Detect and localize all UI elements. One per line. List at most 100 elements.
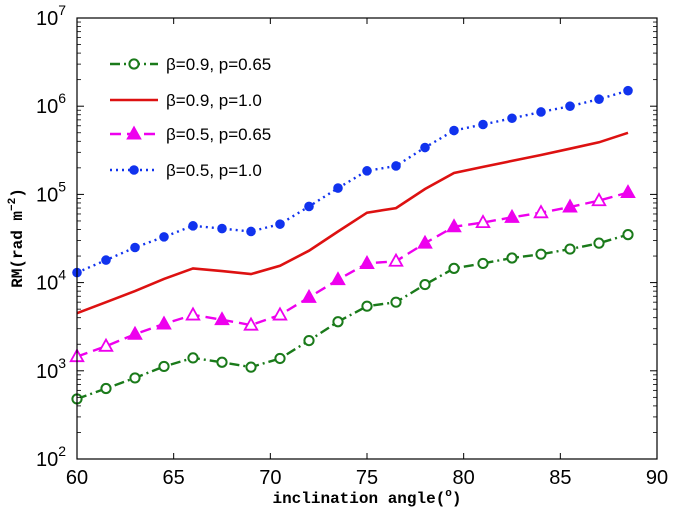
series-3-point xyxy=(504,208,520,223)
y-axis-close: ) xyxy=(9,188,27,198)
series-1-point xyxy=(245,361,257,373)
series-4-point xyxy=(420,142,430,153)
series-3-point xyxy=(417,234,433,249)
y-axis-exponent: −2 xyxy=(7,198,19,211)
series-4-point xyxy=(101,255,111,265)
series-4-point xyxy=(478,119,488,130)
y-tick-exponent: 6 xyxy=(58,90,66,106)
series-3-point xyxy=(272,306,288,321)
x-tick-label: 70 xyxy=(259,467,281,489)
legend: β=0.9, p=0.65 β=0.9, p=1.0 β=0.5, p=0.65 β=… xyxy=(110,55,271,180)
legend-marker-4 xyxy=(129,165,139,175)
series-3-point xyxy=(475,214,491,229)
y-tick-exponent: 5 xyxy=(58,178,66,194)
series-4-line xyxy=(76,89,629,274)
series-1-point xyxy=(332,316,344,328)
legend-label-4: β=0.5, p=1.0 xyxy=(166,161,262,180)
x-axis-title: inclination angle(o) xyxy=(272,488,461,508)
y-axis-title-text: RM(rad m xyxy=(9,211,27,288)
series-3-point xyxy=(562,198,578,213)
y-tick-base: 10 xyxy=(36,361,58,383)
legend-label-3: β=0.5, p=0.65 xyxy=(166,125,271,144)
series-1-point xyxy=(564,243,576,255)
ticks xyxy=(76,17,658,460)
series-1-point xyxy=(419,278,431,291)
y-tick-label: 107 xyxy=(36,2,66,30)
series-3-point xyxy=(446,218,462,233)
series-4-point xyxy=(594,94,604,105)
y-axis-title: RM(rad m−2) xyxy=(7,188,27,288)
y-tick-base: 10 xyxy=(36,449,58,471)
series-4-point xyxy=(565,101,575,111)
series-4-point xyxy=(130,242,140,253)
series-3-point xyxy=(620,184,636,199)
legend-label-2: β=0.9, p=1.0 xyxy=(166,91,262,110)
series-4-point xyxy=(536,107,546,117)
series-1-point xyxy=(477,257,489,270)
legend-label-1: β=0.9, p=0.65 xyxy=(166,55,271,74)
series-4-point xyxy=(507,113,517,124)
y-tick-label: 103 xyxy=(36,355,66,383)
x-tick-label: 85 xyxy=(549,467,571,489)
legend-marker-1 xyxy=(128,58,140,70)
series-1-point xyxy=(187,352,199,364)
legend-marker-3 xyxy=(126,125,142,140)
y-tick-label: 105 xyxy=(36,178,66,206)
series-1-point xyxy=(390,296,402,308)
series-4-point xyxy=(391,161,401,171)
series-1-line xyxy=(76,233,629,401)
x-tick-label: 65 xyxy=(163,467,185,489)
x-axis-title-text: inclination angle( xyxy=(272,490,445,508)
series-4-point xyxy=(333,183,343,193)
series-3-point xyxy=(185,306,201,321)
series-4-point xyxy=(275,219,285,229)
series-4-point xyxy=(246,226,256,237)
series-3-point xyxy=(127,325,143,340)
series-3-point xyxy=(214,311,230,326)
x-tick-label: 90 xyxy=(646,467,668,489)
series-1-point xyxy=(216,356,228,368)
x-tick-label: 80 xyxy=(453,467,475,489)
y-tick-exponent: 4 xyxy=(58,267,66,283)
series-3-point xyxy=(359,254,375,269)
y-tick-exponent: 3 xyxy=(58,355,66,371)
series-2-line xyxy=(76,131,629,315)
plot-markers xyxy=(69,85,636,405)
x-axis-degree: o xyxy=(445,488,452,500)
series-4-point xyxy=(449,125,459,136)
y-tick-base: 10 xyxy=(36,184,58,206)
x-tick-label: 60 xyxy=(66,467,88,489)
series-3-point xyxy=(301,288,317,303)
series-4-point xyxy=(362,166,372,176)
series-4-point xyxy=(188,221,198,231)
series-3-point xyxy=(533,204,549,219)
y-tick-label: 104 xyxy=(36,267,66,295)
series-3-point xyxy=(98,337,114,352)
series-1-point xyxy=(448,262,460,274)
series-1-point xyxy=(535,248,547,260)
series-1-point xyxy=(129,372,141,384)
series-3-point xyxy=(243,316,259,331)
series-4-point xyxy=(217,223,227,234)
y-tick-label: 106 xyxy=(36,90,66,118)
series-1-point xyxy=(274,352,286,365)
series-3-point xyxy=(591,192,607,207)
series-1-point xyxy=(100,382,112,395)
y-tick-exponent: 2 xyxy=(58,443,66,459)
series-4-point xyxy=(304,201,314,212)
x-axis-close: ) xyxy=(452,490,462,508)
series-4-point xyxy=(159,232,169,242)
y-tick-base: 10 xyxy=(36,96,58,118)
y-tick-base: 10 xyxy=(36,8,58,30)
y-tick-base: 10 xyxy=(36,273,58,295)
y-tick-label: 102 xyxy=(36,443,66,471)
x-tick-label: 75 xyxy=(356,467,378,489)
y-tick-exponent: 7 xyxy=(58,2,66,18)
series-3-point xyxy=(388,252,404,267)
series-1-point xyxy=(593,237,605,249)
series-1-point xyxy=(303,334,315,347)
series-3-point xyxy=(330,271,346,286)
series-4-point xyxy=(623,85,633,96)
series-1-point xyxy=(506,252,518,264)
